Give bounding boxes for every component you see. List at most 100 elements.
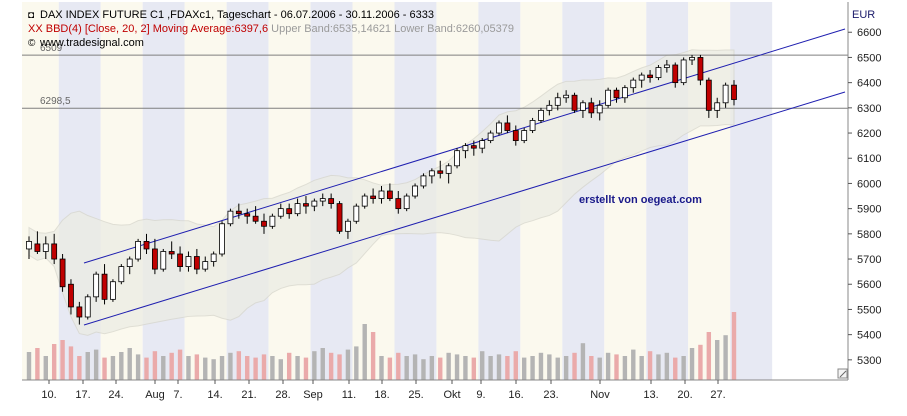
candle-body bbox=[580, 102, 586, 111]
volume-bar bbox=[354, 346, 359, 380]
volume-bar bbox=[639, 356, 644, 380]
volume-bar bbox=[438, 357, 443, 380]
x-tick-label: 23. bbox=[543, 389, 558, 401]
volume-bar bbox=[286, 352, 292, 380]
candle-body bbox=[51, 243, 58, 260]
candle-body bbox=[672, 64, 679, 84]
volume-bar bbox=[26, 352, 32, 380]
channel-lower-line bbox=[83, 91, 846, 326]
volume-bar bbox=[93, 349, 99, 380]
volume-bar bbox=[647, 351, 653, 380]
candle-body bbox=[151, 248, 158, 270]
candle-body bbox=[345, 220, 351, 232]
x-tick-label: 18. bbox=[374, 389, 389, 401]
volume-bar bbox=[68, 346, 74, 380]
volume-bar bbox=[102, 357, 107, 380]
candle-body bbox=[227, 210, 234, 225]
candle-body bbox=[496, 122, 502, 134]
week-stripe bbox=[184, 2, 227, 380]
volume-bar bbox=[673, 357, 678, 380]
x-tick-label: 28. bbox=[275, 389, 290, 401]
x-tick-label: 10. bbox=[41, 389, 56, 401]
volume-bar bbox=[219, 356, 225, 380]
candle-body bbox=[403, 195, 410, 210]
y-tick-label: 6400 bbox=[857, 78, 881, 90]
volume-bar bbox=[337, 354, 342, 380]
volume-bar bbox=[421, 359, 426, 380]
volume-bar bbox=[480, 351, 485, 380]
candle-body bbox=[454, 150, 460, 167]
volume-bar bbox=[387, 357, 393, 380]
volume-bar bbox=[404, 356, 409, 380]
volume-bar bbox=[715, 340, 720, 380]
candle-body bbox=[269, 215, 276, 227]
volume-bar bbox=[622, 356, 628, 380]
candle-body bbox=[319, 198, 326, 202]
volume-bar bbox=[328, 352, 334, 380]
volume-bar bbox=[731, 312, 737, 380]
candle-body bbox=[714, 102, 721, 111]
candle-body bbox=[235, 210, 242, 215]
candle-body bbox=[261, 220, 267, 227]
candle-body bbox=[479, 140, 486, 149]
candle-body bbox=[244, 213, 251, 217]
volume-bar bbox=[295, 356, 300, 380]
candle-body bbox=[487, 132, 494, 141]
x-tick-label: 21. bbox=[241, 389, 256, 401]
volume-bar bbox=[597, 357, 602, 380]
indicator-main: XX BBD(4) [Close, 20, 2] Moving Average:… bbox=[28, 23, 269, 35]
chart-symbol-icon: ◘ bbox=[28, 10, 35, 21]
candle-body bbox=[462, 145, 469, 152]
x-tick-label: 11. bbox=[342, 389, 356, 401]
volume-bar bbox=[203, 357, 208, 380]
volume-bar bbox=[312, 351, 317, 380]
volume-bar bbox=[236, 351, 242, 380]
indicator-bands: Upper Band:6535,14621 Lower Band:6260,05… bbox=[271, 23, 514, 35]
volume-bar bbox=[77, 356, 82, 380]
week-stripe bbox=[730, 2, 773, 380]
volume-bar bbox=[488, 356, 493, 380]
volume-bar bbox=[412, 354, 418, 380]
volume-bar bbox=[194, 354, 200, 380]
candle-body bbox=[160, 251, 167, 270]
volume-bar bbox=[85, 352, 90, 380]
candle-body bbox=[101, 273, 108, 300]
candle-body bbox=[76, 306, 83, 318]
resize-grip bbox=[837, 368, 848, 379]
candle-body bbox=[370, 195, 377, 199]
y-tick-label: 6200 bbox=[857, 128, 881, 140]
x-tick-label: 25. bbox=[408, 389, 423, 401]
volume-bar bbox=[211, 359, 216, 380]
volume-bar bbox=[303, 357, 309, 380]
volume-bar bbox=[362, 324, 367, 380]
volume-bar bbox=[723, 335, 728, 380]
candle-body bbox=[680, 59, 687, 84]
y-tick-label: 6500 bbox=[857, 52, 881, 64]
source-row: © www.tradesignal.com bbox=[28, 37, 144, 49]
currency-label: EUR bbox=[852, 9, 876, 21]
candle-body bbox=[412, 185, 418, 197]
volume-bar bbox=[379, 356, 384, 380]
candle-body bbox=[722, 84, 729, 104]
x-tick-label: 24. bbox=[108, 389, 123, 401]
volume-bar bbox=[463, 356, 468, 380]
x-tick-label: 7. bbox=[173, 389, 182, 401]
candle-body bbox=[697, 57, 704, 81]
candle-body bbox=[118, 266, 125, 283]
candle-body bbox=[59, 258, 66, 288]
source-label: www.tradesignal.com bbox=[40, 37, 144, 49]
candle-body bbox=[605, 89, 612, 106]
volume-bar bbox=[513, 351, 518, 380]
candle-body bbox=[638, 74, 645, 81]
volume-bar bbox=[161, 356, 166, 380]
volume-bar bbox=[35, 348, 40, 380]
volume-bar bbox=[370, 332, 376, 380]
candle-body bbox=[42, 243, 49, 252]
candle-body bbox=[336, 203, 343, 232]
volume-bar bbox=[345, 349, 351, 380]
candle-body bbox=[521, 130, 528, 142]
reference-line-label: 6509 bbox=[40, 43, 63, 54]
volume-bar bbox=[656, 354, 661, 380]
candle-body bbox=[126, 258, 133, 268]
volume-bar bbox=[521, 357, 527, 380]
